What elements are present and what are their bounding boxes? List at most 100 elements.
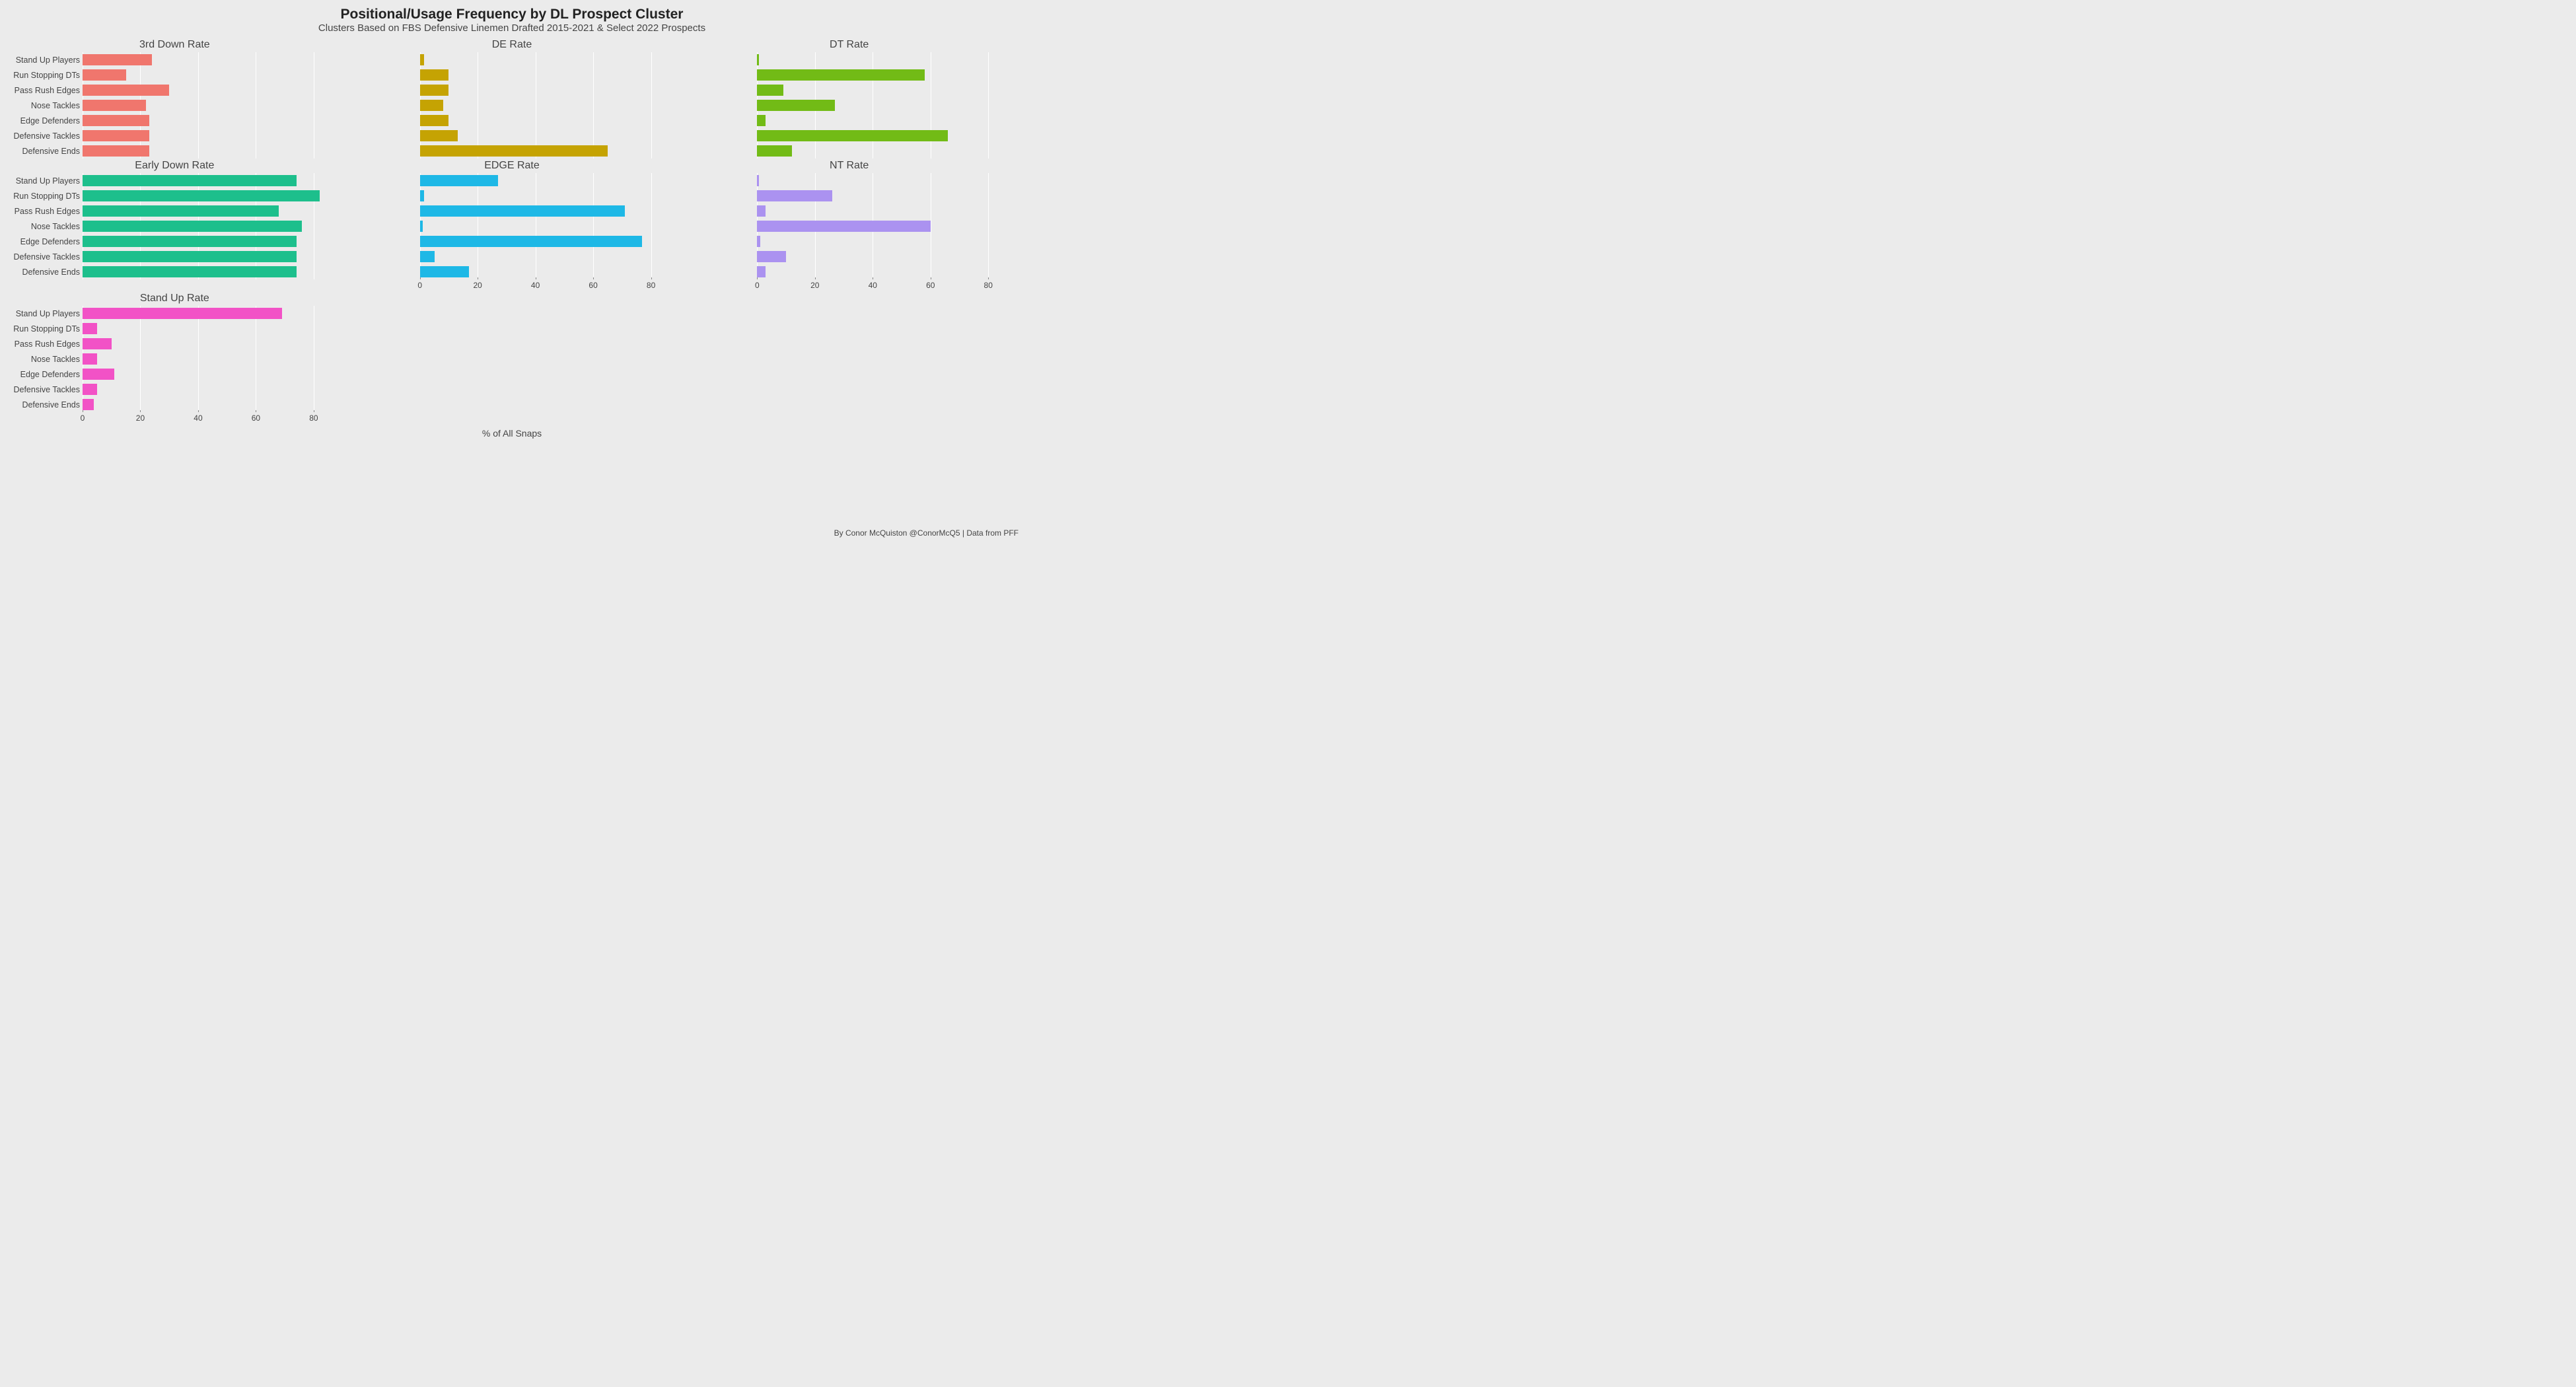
- y-axis-label: [681, 234, 754, 249]
- bar-row: [83, 234, 343, 249]
- bar: [83, 266, 297, 278]
- bar-row: [83, 382, 343, 397]
- x-axis-label: % of All Snaps: [7, 428, 1017, 439]
- y-axis-label: Stand Up Players: [7, 173, 80, 188]
- y-axis-label: [344, 98, 417, 113]
- bar: [83, 353, 97, 365]
- y-axis-label: [681, 143, 754, 159]
- x-tick-mark: [651, 277, 652, 279]
- bar: [420, 190, 425, 202]
- y-axis-label: Edge Defenders: [7, 113, 80, 128]
- x-tick-label: 20: [473, 281, 482, 290]
- bar-row: [757, 98, 1017, 113]
- bar: [757, 175, 758, 187]
- bar-row: [757, 52, 1017, 67]
- bars: [757, 52, 1017, 159]
- y-axis-label: [344, 203, 417, 219]
- y-axis-label: Run Stopping DTs: [7, 321, 80, 336]
- panel-title: DE Rate: [344, 39, 680, 51]
- bar: [757, 130, 948, 142]
- bar-row: [420, 203, 680, 219]
- x-tick-label: 40: [869, 281, 877, 290]
- bar-row: [420, 128, 680, 143]
- bars: [757, 173, 1017, 279]
- x-tick-label: 40: [194, 413, 202, 423]
- x-axis: 020406080: [420, 279, 680, 291]
- bar: [420, 145, 608, 157]
- bar-row: [83, 203, 343, 219]
- x-tick-label: 60: [589, 281, 597, 290]
- bar: [420, 251, 435, 263]
- y-axis-label: Nose Tackles: [7, 98, 80, 113]
- x-tick-label: 20: [810, 281, 819, 290]
- chart-title: Positional/Usage Frequency by DL Prospec…: [7, 7, 1017, 22]
- x-tick-label: 60: [252, 413, 260, 423]
- bar-row: [757, 113, 1017, 128]
- bar: [420, 85, 449, 96]
- y-axis-label: Run Stopping DTs: [7, 188, 80, 203]
- x-tick-mark: [593, 277, 594, 279]
- x-tick-label: 0: [755, 281, 760, 290]
- y-axis-label: [344, 249, 417, 264]
- panel-body: [344, 173, 680, 279]
- bar: [757, 69, 925, 81]
- y-axis-label: [681, 203, 754, 219]
- chart-panel: NT Rate020406080: [681, 160, 1017, 291]
- bar: [83, 85, 169, 96]
- bar-row: [83, 113, 343, 128]
- bar: [420, 69, 449, 81]
- bar-row: [83, 351, 343, 367]
- credit-line: By Conor McQuiston @ConorMcQ5 | Data fro…: [834, 528, 1019, 538]
- bar: [757, 54, 758, 66]
- x-tick-label: 80: [309, 413, 318, 423]
- y-axis-label: [681, 98, 754, 113]
- plot-area: [420, 52, 680, 159]
- bar-row: [83, 67, 343, 83]
- x-tick-label: 40: [531, 281, 540, 290]
- bar: [83, 145, 149, 157]
- x-tick-mark: [140, 410, 141, 412]
- bar: [420, 115, 449, 127]
- bar-row: [83, 264, 343, 279]
- x-tick-label: 0: [81, 413, 85, 423]
- y-axis-label: Edge Defenders: [7, 367, 80, 382]
- bar: [757, 221, 930, 232]
- bar: [83, 384, 97, 396]
- y-axis-label: [344, 128, 417, 143]
- bars: [83, 52, 343, 159]
- y-axis-label: [681, 67, 754, 83]
- y-axis-label: [344, 143, 417, 159]
- bar-row: [420, 52, 680, 67]
- bar-row: [83, 83, 343, 98]
- bar-row: [420, 188, 680, 203]
- y-axis-label: [344, 83, 417, 98]
- panel-body: Stand Up PlayersRun Stopping DTsPass Rus…: [7, 173, 343, 279]
- bar: [757, 236, 760, 248]
- bar-row: [83, 188, 343, 203]
- panel-body: Stand Up PlayersRun Stopping DTsPass Rus…: [7, 52, 343, 159]
- bar: [83, 221, 302, 232]
- y-axis-labels: [344, 52, 420, 159]
- panel-body: Stand Up PlayersRun Stopping DTsPass Rus…: [7, 306, 343, 412]
- panel-title: NT Rate: [681, 160, 1017, 172]
- bar: [420, 100, 443, 112]
- bar: [83, 190, 320, 202]
- y-axis-label: [681, 219, 754, 234]
- x-tick-label: 80: [984, 281, 993, 290]
- plot-area: [83, 173, 343, 279]
- bar: [83, 69, 126, 81]
- bar-row: [83, 249, 343, 264]
- bar-row: [83, 128, 343, 143]
- panel-title: Early Down Rate: [7, 160, 343, 172]
- bar: [757, 205, 766, 217]
- bar-row: [757, 264, 1017, 279]
- panel-title: EDGE Rate: [344, 160, 680, 172]
- bar-row: [757, 203, 1017, 219]
- bar-row: [83, 219, 343, 234]
- x-tick-mark: [815, 277, 816, 279]
- y-axis-label: [681, 52, 754, 67]
- chart-panel: 3rd Down RateStand Up PlayersRun Stoppin…: [7, 39, 343, 159]
- y-axis-label: Stand Up Players: [7, 306, 80, 321]
- bar: [83, 115, 149, 127]
- bar: [83, 399, 94, 411]
